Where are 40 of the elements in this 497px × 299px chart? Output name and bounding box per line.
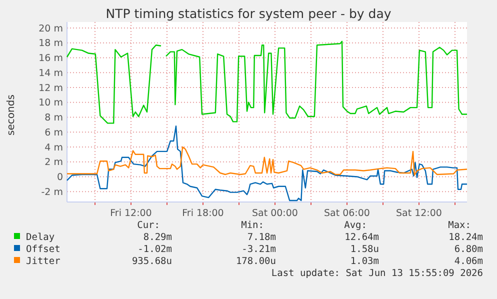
y-tick-label: 16 m xyxy=(38,53,63,64)
y-tick-label: 14 m xyxy=(38,68,63,79)
x-tick-label: Fri 12:00 xyxy=(110,208,152,219)
text: Avg: xyxy=(344,220,367,231)
y-tick-label: 12 m xyxy=(38,82,63,94)
y-tick-label: 10 m xyxy=(38,98,63,109)
text: 1.58u xyxy=(350,244,379,255)
chart-title: NTP timing statistics for system peer - by day xyxy=(106,6,392,21)
y-tick-label: 20 m xyxy=(38,23,63,34)
text: 18.24m xyxy=(448,232,484,243)
legend-label: Delay xyxy=(26,232,55,243)
text: 6.80m xyxy=(454,244,484,255)
x-tick-label: Sat 12:00 xyxy=(396,208,442,219)
text: 12.64m xyxy=(344,232,380,243)
text: 8.29m xyxy=(143,232,172,243)
y-tick-label: 4 m xyxy=(44,142,63,154)
text: Min: xyxy=(241,220,264,231)
y-tick-label: 0 xyxy=(56,172,63,184)
text: 935.68u xyxy=(132,256,172,267)
text: -3.21m xyxy=(242,244,276,255)
text: Last update: Sat Jun 13 15:55:09 2026 xyxy=(271,268,484,279)
y-tick-label: 18 m xyxy=(38,38,63,50)
line-series xyxy=(66,146,468,176)
y-tick-label: 8 m xyxy=(44,112,63,124)
text: 4.06m xyxy=(454,256,484,267)
y-tick-label: 2 m xyxy=(44,157,63,168)
text: Cur: xyxy=(137,220,160,231)
y-tick-label: 6 m xyxy=(44,127,63,138)
x-tick-label: Sat 06:00 xyxy=(324,208,370,219)
text: 1.03m xyxy=(350,256,380,267)
y-tick-label: -2 m xyxy=(41,186,63,198)
legend-label: Offset xyxy=(26,244,60,255)
text: 7.18m xyxy=(247,232,276,243)
text: Max: xyxy=(448,220,471,231)
x-tick-label: Fri 18:00 xyxy=(182,208,224,219)
y-axis-title: seconds xyxy=(6,94,17,136)
text: -1.02m xyxy=(138,244,172,255)
legend-label: Jitter xyxy=(26,256,61,267)
text: 178.00u xyxy=(236,256,276,267)
x-tick-label: Sat 00:00 xyxy=(252,208,298,219)
